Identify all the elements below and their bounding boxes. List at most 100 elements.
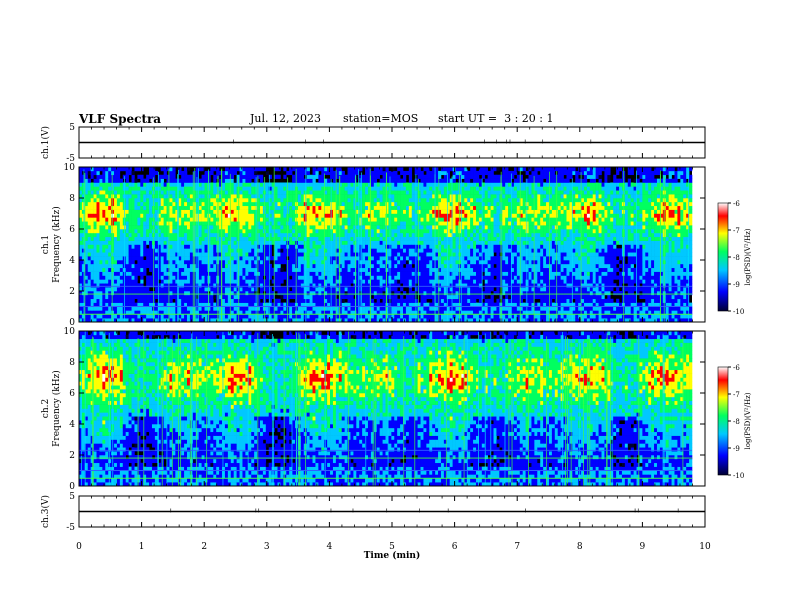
ch1-spectrogram-cell [440, 182, 445, 187]
ch1-spectrogram-cell [341, 263, 345, 269]
ch1-spectrogram-cell [84, 225, 89, 230]
ch1-spectrogram-cell [446, 248, 451, 253]
ch1-spectrogram-cell [245, 248, 249, 253]
ch1-spectrogram-cell [96, 170, 100, 176]
ch1-spectrogram-cell [341, 190, 345, 195]
ch1-spectrogram-cell [280, 236, 284, 241]
ch1-spectrogram-cell [84, 318, 89, 323]
ch1-spectrogram-cell [443, 217, 448, 222]
ch1-spectrogram-cell [224, 294, 229, 300]
ch1-spectrogram-cell [426, 302, 430, 307]
ch1-spectrogram-cell [227, 201, 232, 207]
ch1-spectrogram-cell [251, 256, 255, 261]
ch1-spectrogram-cell [265, 209, 270, 214]
ch1-spectrogram-cell [438, 260, 442, 265]
ch1-spectrogram-cell [125, 182, 129, 187]
ch1-spectrogram-cell [204, 318, 208, 323]
ch1-spectrogram-cell [306, 217, 310, 222]
ch1-spectrogram-cell [414, 287, 418, 292]
ch1-spectrogram-cell [362, 178, 366, 183]
ch1-spectrogram-cell [318, 229, 322, 234]
ch1-spectrogram-cell [408, 229, 413, 234]
ch1-spectrogram-cell [137, 167, 141, 172]
ch1-spectrogram-cell [420, 271, 424, 276]
ch1-spectrogram-cell [350, 209, 354, 214]
ch1-spectrogram-cell [169, 201, 173, 207]
ch1-spectrogram-cell [111, 225, 115, 230]
ch1-spectrogram-cell [408, 248, 413, 253]
ch1-spectrogram-cell [181, 267, 185, 272]
ch1-spectrogram-cell [423, 302, 427, 307]
ch1-spectrogram-cell [222, 283, 226, 288]
ch1-spectrogram-cell [300, 267, 305, 272]
ch1-spectrogram-cell [213, 221, 217, 226]
ch1-spectrogram-cell [163, 236, 167, 241]
ch1-spectrogram-cell [312, 221, 316, 226]
ch1-spectrogram-cell [391, 167, 395, 172]
ch1-spectrogram-cell [403, 170, 407, 176]
ch1-spectrogram-cell [370, 298, 375, 303]
ch1-spectrogram-cell [239, 186, 243, 191]
ch1-spectrogram-cell [254, 174, 258, 179]
ch1-spectrogram-cell [423, 229, 427, 234]
ch1-spectrogram-cell [353, 283, 357, 288]
ch1-spectrogram-cell [426, 310, 430, 315]
ch1-spectrogram-cell [353, 190, 357, 195]
ch1-spectrogram-cell [227, 236, 232, 241]
ch1-spectrogram-cell [178, 252, 182, 257]
ch1-spectrogram-cell [137, 174, 141, 179]
ch1-spectrogram-cell [119, 306, 124, 311]
ch1-spectrogram-cell [248, 314, 252, 319]
ch1-spectrogram-cell [397, 229, 401, 234]
ch1-spectrogram-cell [362, 298, 366, 303]
ch1-spectrogram-cell [367, 310, 372, 315]
ch1-spectrogram-cell [172, 217, 176, 222]
ch1-spectrogram-cell [271, 279, 275, 284]
ch1-spectrogram-cell [423, 306, 427, 311]
ch1-spectrogram-cell [367, 240, 372, 245]
ch1-spectrogram-cell [160, 194, 164, 199]
ch1-spectrogram-cell [353, 205, 357, 210]
ch1-spectrogram-cell [248, 182, 252, 187]
ch1-spectrogram-cell [297, 252, 302, 257]
ch1-spectrogram-cell [417, 186, 421, 191]
ch1-spectrogram-cell [149, 205, 153, 210]
ch1-spectrogram-cell [79, 306, 83, 311]
ch1-spectrogram-cell [268, 294, 272, 300]
ch1-spectrogram-cell [327, 279, 331, 284]
ch1-spectrogram-cell [201, 217, 205, 222]
ch1-spectrogram-cell [341, 201, 345, 207]
ch1-spectrogram-cell [429, 209, 433, 214]
ch1-spectrogram-cell [178, 318, 182, 323]
ch1-spectrogram-cell [300, 275, 305, 280]
ch1-spectrogram-cell [295, 240, 299, 245]
ch1-spectrogram-cell [292, 267, 296, 272]
ch1-spectrogram-cell [248, 205, 252, 210]
ch1-spectrogram-cell [236, 186, 240, 191]
ch1-spectrogram-cell [245, 267, 249, 272]
ch1-spectrogram-cell [274, 182, 278, 187]
ch1-spectrogram-cell [210, 236, 214, 241]
ch1-spectrogram-cell [128, 167, 132, 172]
ch1-spectrogram-cell [379, 190, 383, 195]
ch1-spectrogram-cell [440, 186, 445, 191]
ch1-spectrogram-cell [239, 318, 243, 323]
ch1-spectrogram-cell [338, 225, 343, 230]
ch1-spectrogram-cell [367, 232, 372, 238]
ch1-spectrogram-cell [344, 198, 348, 203]
ch1-spectrogram-cell [236, 194, 240, 199]
ch1-spectrogram-cell [435, 252, 439, 257]
ch1-spectrogram-cell [435, 298, 439, 303]
ch1-spectrogram-cell [295, 213, 299, 218]
ch1-spectrogram-cell [370, 263, 375, 269]
ch1-spectrogram-cell [344, 283, 348, 288]
ch1-spectrogram-cell [105, 240, 109, 245]
ch1-spectrogram-cell [189, 182, 194, 187]
ch1-spectrogram-cell [391, 256, 395, 261]
ch1-spectrogram-cell [315, 225, 319, 230]
ch1-spectrogram-cell [385, 209, 389, 214]
ch1-spectrogram-cell [344, 256, 348, 261]
ch1-spectrogram-cell [443, 201, 448, 207]
ch1-spectrogram-cell [292, 271, 296, 276]
ch1-spectrogram-cell [385, 221, 389, 226]
